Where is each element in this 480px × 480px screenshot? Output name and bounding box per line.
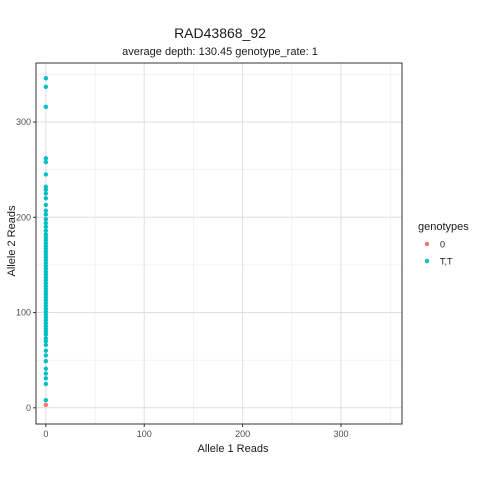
data-point-tt <box>43 224 49 230</box>
plot-panel-border <box>35 62 403 425</box>
y-tick-label: 100 <box>16 308 31 318</box>
data-point-tt <box>43 342 49 348</box>
data-points <box>43 76 49 408</box>
data-point-tt <box>43 358 49 364</box>
data-point-tt <box>43 348 49 353</box>
data-point-tt <box>43 156 49 161</box>
legend-key-tt <box>424 258 430 264</box>
data-point-tt <box>43 228 49 233</box>
data-point-tt <box>43 172 49 177</box>
legend-label-tt: T,T <box>440 257 453 267</box>
data-point-tt <box>43 371 49 376</box>
data-point-tt <box>43 104 49 110</box>
legend: genotypes 0 T,T <box>418 221 469 267</box>
data-point-tt <box>43 202 49 208</box>
data-point-tt <box>43 217 49 222</box>
data-point-0 <box>43 402 49 408</box>
data-point-tt <box>43 397 49 403</box>
data-point-tt <box>43 84 49 90</box>
y-axis-ticks: 0 100 200 300 <box>16 117 36 413</box>
data-point-tt <box>43 212 49 217</box>
legend-title: genotypes <box>418 221 469 233</box>
y-tick-label: 0 <box>26 403 31 413</box>
data-point-tt <box>43 353 49 358</box>
data-point-tt <box>43 220 49 226</box>
data-point-tt <box>43 191 49 196</box>
data-point-tt <box>43 208 49 213</box>
data-point-tt <box>43 76 49 81</box>
y-axis-title: Allele 2 Reads <box>6 205 18 276</box>
legend-key-0 <box>424 241 430 247</box>
y-tick-label: 200 <box>16 212 31 222</box>
data-point-tt <box>43 338 49 344</box>
data-point-tt <box>43 332 49 337</box>
x-tick-label: 200 <box>235 429 250 439</box>
legend-label-0: 0 <box>440 240 445 250</box>
y-tick-label: 300 <box>16 117 31 127</box>
x-axis-title: Allele 1 Reads <box>198 443 269 455</box>
x-tick-label: 0 <box>43 429 48 439</box>
data-point-tt <box>43 196 49 201</box>
major-gridlines <box>36 63 402 424</box>
x-tick-label: 300 <box>333 429 348 439</box>
data-point-tt <box>43 159 49 165</box>
chart-subtitle: average depth: 130.45 genotype_rate: 1 <box>122 46 318 58</box>
chart-title: RAD43868_92 <box>174 25 266 41</box>
x-tick-label: 100 <box>137 429 152 439</box>
data-point-tt <box>43 187 49 192</box>
data-point-tt <box>43 366 49 371</box>
data-point-tt <box>43 376 49 381</box>
data-point-tt <box>43 381 49 387</box>
x-axis-ticks: 0 100 200 300 <box>43 424 349 439</box>
